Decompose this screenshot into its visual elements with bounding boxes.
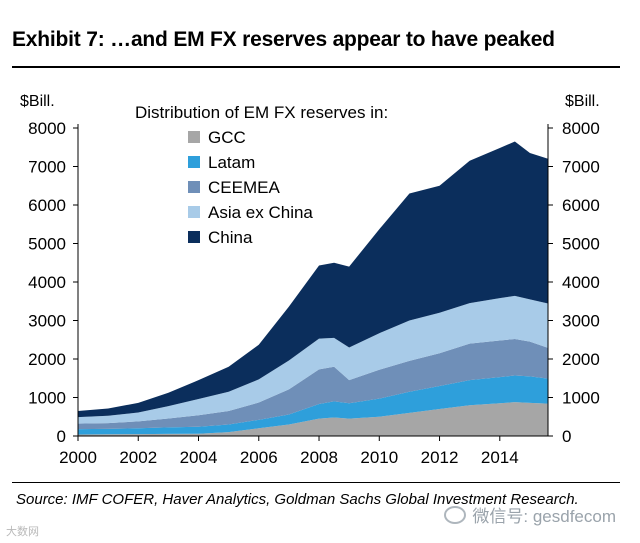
watermark: 微信号: gesdfecom xyxy=(444,502,616,527)
legend-swatch xyxy=(188,231,200,243)
legend-swatch xyxy=(188,206,200,218)
y-tick-label-left: 1000 xyxy=(28,389,66,408)
x-tick-label: 2000 xyxy=(59,448,97,467)
legend-label: China xyxy=(208,228,253,247)
x-tick-label: 2002 xyxy=(119,448,157,467)
y-tick-label-left: 8000 xyxy=(28,119,66,138)
wechat-icon xyxy=(444,506,467,524)
y-tick-label-right: 4000 xyxy=(562,273,600,292)
y-tick-label-left: 6000 xyxy=(28,196,66,215)
y-tick-label-right: 2000 xyxy=(562,350,600,369)
y-tick-label-right: 0 xyxy=(562,427,571,446)
x-tick-label: 2006 xyxy=(240,448,278,467)
area-series-group xyxy=(78,141,548,436)
legend-swatch xyxy=(188,156,200,168)
source-divider xyxy=(12,482,620,483)
corner-watermark: 大数网 xyxy=(6,526,39,538)
legend-label: Latam xyxy=(208,153,255,172)
tick-marks xyxy=(73,127,553,441)
title-divider xyxy=(12,66,620,68)
legend: Distribution of EM FX reserves in: GCC La… xyxy=(135,103,388,247)
y-tick-label-left: 7000 xyxy=(28,158,66,177)
area-ceemea xyxy=(78,338,548,430)
y-tick-label-left: 5000 xyxy=(28,235,66,254)
source-note: Source: IMF COFER, Haver Analytics, Gold… xyxy=(16,491,579,508)
y-tick-label-right: 6000 xyxy=(562,196,600,215)
y-tick-label-left: 3000 xyxy=(28,312,66,331)
area-china xyxy=(78,141,548,418)
stacked-area-chart: 0 1000 2000 3000 4000 5000 6000 7000 8000 0 1000 20… xyxy=(20,93,600,467)
y-tick-label-right: 7000 xyxy=(562,158,600,177)
right-y-axis-label: $Bill. xyxy=(565,93,600,110)
y-tick-label-left: 2000 xyxy=(28,350,66,369)
watermark-text: 微信号: gesdfecom xyxy=(472,507,616,526)
legend-label: Asia ex China xyxy=(208,203,313,222)
area-gcc xyxy=(78,402,548,436)
legend-swatch xyxy=(188,181,200,193)
x-tick-label: 2012 xyxy=(421,448,459,467)
area-latam xyxy=(78,375,548,435)
x-tick-label: 2010 xyxy=(360,448,398,467)
y-tick-label-right: 8000 xyxy=(562,119,600,138)
y-tick-label-right: 3000 xyxy=(562,312,600,331)
y-tick-label-right: 1000 xyxy=(562,389,600,408)
legend-title: Distribution of EM FX reserves in: xyxy=(135,103,388,122)
y-tick-label-left: 0 xyxy=(57,427,66,446)
y-tick-label-left: 4000 xyxy=(28,273,66,292)
legend-label: CEEMEA xyxy=(208,178,280,197)
tick-labels: 0 1000 2000 3000 4000 5000 6000 7000 8000 0 1000 20… xyxy=(28,119,600,467)
area-asia-ex-china xyxy=(78,295,548,424)
legend-swatch xyxy=(188,131,200,143)
y-tick-label-right: 5000 xyxy=(562,235,600,254)
legend-label: GCC xyxy=(208,128,246,147)
x-tick-label: 2014 xyxy=(481,448,519,467)
x-tick-label: 2004 xyxy=(180,448,218,467)
chart-title: Exhibit 7: …and EM FX reserves appear to… xyxy=(12,28,555,51)
x-tick-label: 2008 xyxy=(300,448,338,467)
left-y-axis-label: $Bill. xyxy=(20,93,55,110)
